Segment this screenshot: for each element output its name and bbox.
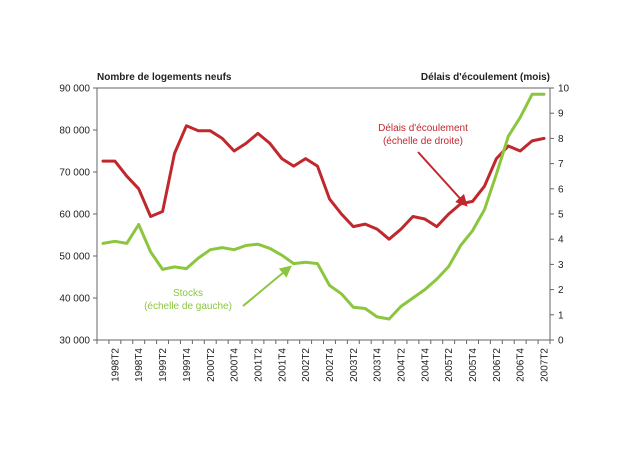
x-tick-label: 2001T4	[277, 348, 288, 382]
right-tick-label: 5	[558, 210, 564, 221]
annotation-delais: Délais d'écoulement (échelle de droite)	[378, 123, 468, 207]
x-tick-label: 2006T4	[516, 348, 527, 382]
right-tick-label: 6	[558, 184, 564, 195]
x-tick-label: 2005T2	[444, 348, 455, 382]
right-tick-label: 3	[558, 260, 564, 271]
x-tick-label: 1999T4	[182, 348, 193, 382]
x-tick-label: 2001T2	[253, 348, 264, 382]
left-tick-label: 30 000	[59, 336, 90, 347]
x-axis: 1998T2 1998T4 1999T2 1999T4 2000T2 2000T4 2001…	[96, 340, 551, 382]
series-line-delais	[101, 124, 546, 241]
left-tick-label: 80 000	[59, 126, 90, 137]
left-tick-label: 70 000	[59, 168, 90, 179]
x-tick-label: 2002T4	[325, 348, 336, 382]
x-tick-label: 2004T4	[420, 348, 431, 382]
right-tick-label: 2	[558, 285, 564, 296]
left-tick-label: 40 000	[59, 294, 90, 305]
right-tick-label: 7	[558, 159, 564, 170]
right-tick-label: 0	[558, 336, 564, 347]
left-tick-label: 90 000	[59, 84, 90, 95]
x-tick-label: 2003T4	[373, 348, 384, 382]
x-tick-label: 1998T2	[110, 348, 121, 382]
series-lines	[101, 92, 546, 321]
right-tick-label: 1	[558, 310, 564, 321]
left-axis-title: Nombre de logements neufs	[97, 72, 232, 83]
x-tick-label: 1999T2	[158, 348, 169, 382]
x-tick-label: 2003T2	[349, 348, 360, 382]
x-tick-label: 2005T4	[468, 348, 479, 382]
left-tick-label: 50 000	[59, 252, 90, 263]
annotation-delais-arrow	[417, 151, 468, 207]
x-tick-label: 2000T4	[230, 348, 241, 382]
annotation-stocks-arrow	[242, 265, 292, 307]
right-axis-title: Délais d'écoulement (mois)	[421, 72, 550, 83]
annotation-stocks-line2: (échelle de gauche)	[144, 301, 232, 312]
x-tick-label: 2002T2	[301, 348, 312, 382]
plot-area	[96, 87, 551, 341]
right-axis: 0 1 2 3 4 5 6 7 8 9 10	[550, 84, 570, 347]
series-line-stocks	[101, 92, 546, 321]
annotation-delais-line1: Délais d'écoulement	[378, 123, 468, 134]
x-tick-label: 2004T2	[396, 348, 407, 382]
right-tick-label: 9	[558, 109, 564, 120]
annotation-delais-line2: (échelle de droite)	[383, 136, 463, 147]
right-tick-label: 4	[558, 235, 564, 246]
annotation-stocks: Stocks (échelle de gauche)	[144, 265, 292, 312]
left-tick-label: 60 000	[59, 210, 90, 221]
x-tick-label: 1998T4	[134, 348, 145, 382]
x-tick-label: 2000T2	[206, 348, 217, 382]
annotation-stocks-line1: Stocks	[173, 288, 203, 299]
right-tick-label: 8	[558, 134, 564, 145]
x-tick-label: 2006T2	[492, 348, 503, 382]
left-axis: 30 000 40 000 50 000 60 000 70 000 80 000 90 0…	[59, 84, 97, 347]
right-tick-label: 10	[558, 84, 570, 95]
x-tick-label: 2007T2	[540, 348, 551, 382]
